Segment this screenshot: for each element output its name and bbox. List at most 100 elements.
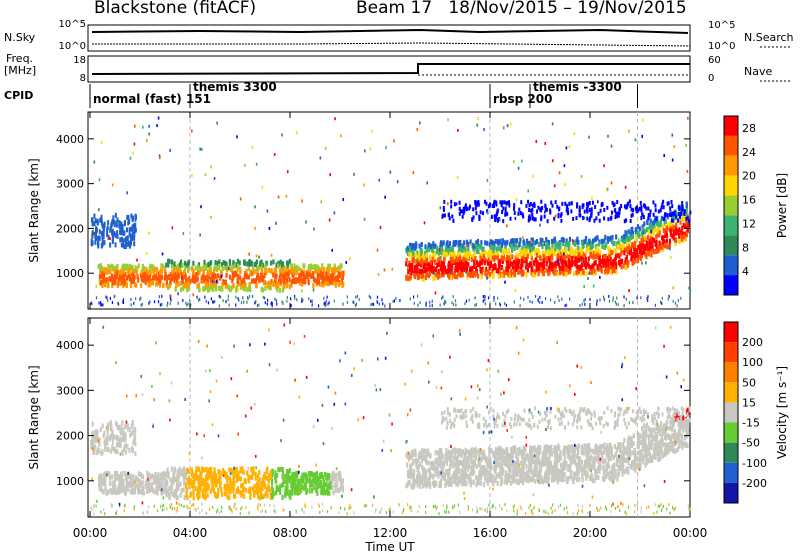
range-gate-cell [102, 234, 105, 240]
range-gate-cell [652, 212, 655, 217]
range-gate-cell [408, 275, 411, 281]
range-gate-cell [337, 271, 340, 277]
range-gate-cell [170, 259, 174, 265]
range-gate-cell [125, 422, 128, 428]
range-gate-cell [464, 302, 466, 306]
range-gate-cell [337, 281, 341, 287]
range-gate-cell [638, 206, 641, 211]
range-gate-cell [141, 474, 145, 480]
range-gate-cell [270, 268, 273, 274]
range-gate-cell [447, 270, 450, 276]
range-gate-cell [475, 303, 478, 307]
range-gate-cell [167, 471, 170, 477]
range-gate-cell [220, 295, 222, 299]
range-gate-cell [389, 170, 392, 174]
range-gate-cell [279, 268, 282, 274]
range-gate-cell [107, 422, 110, 428]
range-gate-cell [328, 301, 330, 305]
range-gate-cell [661, 506, 664, 510]
range-gate-cell [605, 255, 609, 261]
range-gate-cell [453, 251, 456, 257]
range-gate-cell [672, 235, 675, 241]
range-gate-cell [503, 200, 506, 205]
range-gate-cell [411, 245, 414, 251]
colorbar-swatch [724, 135, 738, 156]
range-gate-cell [442, 503, 444, 507]
range-gate-cell [255, 266, 259, 272]
range-gate-cell [202, 266, 205, 272]
range-gate-cell [141, 485, 145, 491]
range-gate-cell [235, 473, 239, 479]
range-gate-cell [211, 280, 214, 284]
range-gate-cell [272, 259, 275, 265]
range-gate-cell [318, 272, 321, 278]
range-gate-cell [501, 209, 504, 214]
range-gate-cell [521, 245, 524, 251]
range-gate-cell [449, 250, 452, 256]
range-gate-cell [405, 274, 408, 280]
range-gate-cell [258, 487, 261, 493]
range-gate-cell [676, 304, 678, 308]
range-gate-cell [93, 221, 96, 227]
range-gate-cell [234, 493, 237, 499]
range-gate-cell [226, 483, 229, 489]
range-gate-cell [270, 477, 273, 483]
range-gate-cell [183, 260, 187, 266]
range-gate-cell [482, 254, 486, 260]
range-gate-cell [445, 269, 448, 275]
range-gate-cell [482, 246, 485, 252]
range-gate-cell [133, 142, 136, 146]
range-gate-cell [494, 266, 497, 272]
range-gate-cell [131, 489, 135, 495]
range-gate-cell [442, 262, 445, 268]
range-gate-cell [175, 283, 178, 289]
range-gate-cell [208, 266, 211, 272]
range-gate-cell [301, 271, 305, 277]
range-gate-cell [285, 270, 288, 276]
range-gate-cell [453, 270, 456, 276]
range-gate-cell [92, 439, 95, 445]
range-gate-cell [225, 272, 228, 278]
range-gate-cell [106, 281, 109, 287]
range-gate-cell [305, 479, 308, 485]
range-gate-cell [606, 236, 610, 242]
range-gate-cell [129, 237, 132, 243]
range-gate-cell [499, 200, 502, 205]
range-gate-cell [608, 253, 611, 259]
range-gate-cell [223, 279, 226, 285]
range-gate-cell [131, 235, 134, 241]
range-gate-cell [255, 300, 257, 304]
range-gate-cell [610, 210, 613, 215]
range-gate-cell [334, 472, 337, 478]
range-gate-cell [320, 200, 323, 204]
range-gate-cell [187, 506, 189, 510]
range-gate-cell [310, 482, 314, 488]
range-gate-cell [239, 269, 242, 275]
range-gate-cell [667, 222, 670, 228]
range-gate-cell [284, 490, 287, 496]
range-gate-cell [589, 244, 592, 250]
range-gate-cell [444, 250, 447, 256]
range-gate-cell [176, 474, 179, 480]
range-gate-cell [266, 209, 269, 213]
range-gate-cell [465, 244, 468, 248]
range-gate-cell [670, 218, 673, 223]
range-gate-cell [131, 429, 134, 435]
range-gate-cell [509, 257, 512, 263]
range-gate-cell [434, 272, 436, 276]
range-gate-cell [287, 469, 290, 475]
range-gate-cell [631, 260, 634, 266]
range-gate-cell [183, 478, 186, 484]
range-gate-cell [98, 274, 102, 280]
range-gate-cell [109, 237, 111, 241]
range-gate-cell [309, 479, 312, 485]
range-gate-cell [98, 235, 101, 241]
range-gate-cell [460, 265, 464, 271]
range-gate-cell [126, 481, 129, 487]
range-gate-cell [328, 218, 331, 222]
range-gate-cell [100, 476, 103, 482]
range-gate-cell [687, 504, 689, 508]
range-gate-cell [671, 133, 674, 137]
range-gate-cell [566, 506, 568, 510]
range-gate-cell [353, 300, 355, 304]
